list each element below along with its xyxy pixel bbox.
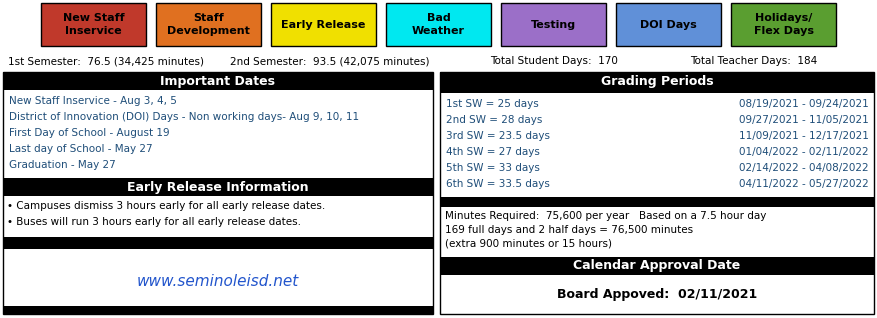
Text: 04/11/2022 - 05/27/2022: 04/11/2022 - 05/27/2022 (739, 179, 869, 189)
Text: Early Release Information: Early Release Information (127, 181, 309, 193)
Text: Holidays/
Flex Days: Holidays/ Flex Days (753, 13, 814, 36)
FancyBboxPatch shape (3, 72, 433, 90)
FancyBboxPatch shape (41, 3, 146, 46)
Text: Total Teacher Days:  184: Total Teacher Days: 184 (690, 56, 817, 66)
Text: 1st SW = 25 days: 1st SW = 25 days (446, 99, 538, 109)
Text: 08/19/2021 - 09/24/2021: 08/19/2021 - 09/24/2021 (739, 99, 869, 109)
Text: Last day of School - May 27: Last day of School - May 27 (9, 144, 153, 154)
FancyBboxPatch shape (440, 72, 874, 90)
Text: 169 full days and 2 half days = 76,500 minutes: 169 full days and 2 half days = 76,500 m… (445, 225, 693, 235)
Text: 6th SW = 33.5 days: 6th SW = 33.5 days (446, 179, 550, 189)
Text: First Day of School - August 19: First Day of School - August 19 (9, 128, 169, 138)
Text: New Staff
Inservice: New Staff Inservice (62, 13, 125, 36)
Text: 2nd SW = 28 days: 2nd SW = 28 days (446, 115, 542, 125)
FancyBboxPatch shape (440, 257, 874, 275)
Text: Board Appoved:  02/11/2021: Board Appoved: 02/11/2021 (557, 288, 757, 301)
Text: (extra 900 minutes or 15 hours): (extra 900 minutes or 15 hours) (445, 239, 612, 249)
Text: www.seminoleisd.net: www.seminoleisd.net (137, 274, 299, 289)
FancyBboxPatch shape (440, 72, 874, 314)
Text: 4th SW = 27 days: 4th SW = 27 days (446, 147, 540, 157)
Text: 01/04/2022 - 02/11/2022: 01/04/2022 - 02/11/2022 (739, 147, 869, 157)
Text: 1st Semester:  76.5 (34,425 minutes): 1st Semester: 76.5 (34,425 minutes) (8, 56, 204, 66)
Text: Important Dates: Important Dates (160, 74, 275, 87)
FancyBboxPatch shape (440, 90, 874, 93)
Text: • Buses will run 3 hours early for all early release dates.: • Buses will run 3 hours early for all e… (7, 217, 301, 227)
FancyBboxPatch shape (731, 3, 836, 46)
FancyBboxPatch shape (616, 3, 721, 46)
Text: Staff
Development: Staff Development (167, 13, 250, 36)
FancyBboxPatch shape (3, 178, 433, 196)
Text: 02/14/2022 - 04/08/2022: 02/14/2022 - 04/08/2022 (739, 163, 869, 173)
Text: New Staff Inservice - Aug 3, 4, 5: New Staff Inservice - Aug 3, 4, 5 (9, 96, 177, 106)
FancyBboxPatch shape (3, 72, 433, 314)
Text: 11/09/2021 - 12/17/2021: 11/09/2021 - 12/17/2021 (739, 131, 869, 141)
Text: 5th SW = 33 days: 5th SW = 33 days (446, 163, 540, 173)
Text: Minutes Required:  75,600 per year   Based on a 7.5 hour day: Minutes Required: 75,600 per year Based … (445, 211, 766, 221)
Text: Total Student Days:  170: Total Student Days: 170 (490, 56, 618, 66)
Text: Graduation - May 27: Graduation - May 27 (9, 160, 116, 170)
Text: 3rd SW = 23.5 days: 3rd SW = 23.5 days (446, 131, 550, 141)
FancyBboxPatch shape (156, 3, 261, 46)
FancyBboxPatch shape (501, 3, 606, 46)
FancyBboxPatch shape (440, 197, 874, 207)
Text: Testing: Testing (531, 19, 576, 30)
Text: 09/27/2021 - 11/05/2021: 09/27/2021 - 11/05/2021 (739, 115, 869, 125)
Text: Bad
Weather: Bad Weather (412, 13, 465, 36)
Text: DOI Days: DOI Days (640, 19, 697, 30)
FancyBboxPatch shape (271, 3, 376, 46)
Text: District of Innovation (DOI) Days - Non working days- Aug 9, 10, 11: District of Innovation (DOI) Days - Non … (9, 112, 359, 122)
FancyBboxPatch shape (386, 3, 491, 46)
FancyBboxPatch shape (3, 306, 433, 314)
FancyBboxPatch shape (3, 237, 433, 249)
Text: • Campuses dismiss 3 hours early for all early release dates.: • Campuses dismiss 3 hours early for all… (7, 201, 325, 211)
Text: Early Release: Early Release (282, 19, 366, 30)
Text: Calendar Approval Date: Calendar Approval Date (574, 259, 740, 273)
Text: 2nd Semester:  93.5 (42,075 minutes): 2nd Semester: 93.5 (42,075 minutes) (230, 56, 430, 66)
Text: Grading Periods: Grading Periods (601, 74, 713, 87)
